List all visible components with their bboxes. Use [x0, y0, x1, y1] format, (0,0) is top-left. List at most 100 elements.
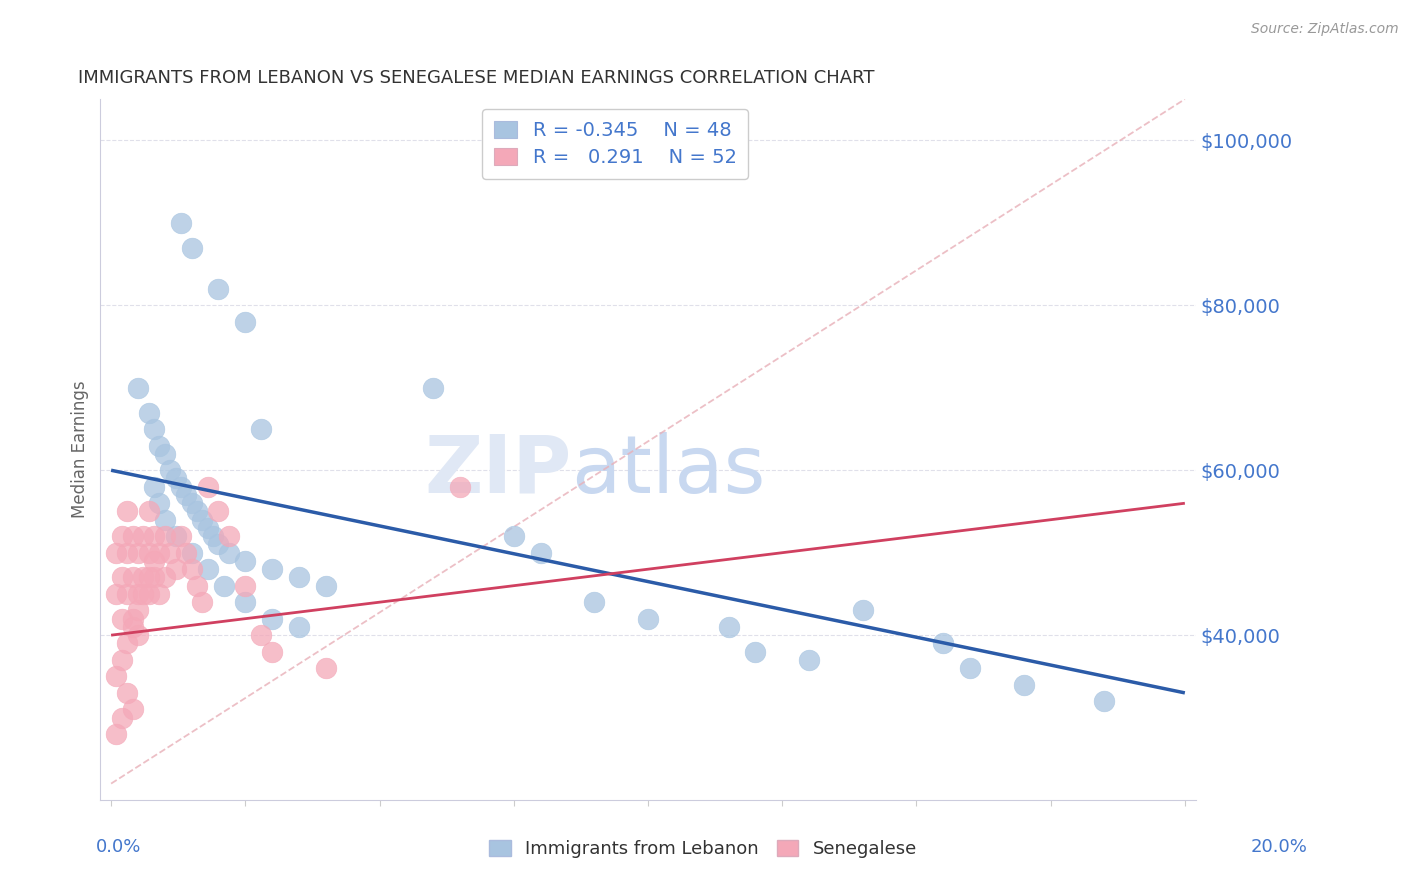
Point	[138, 587, 160, 601]
Legend: R = -0.345    N = 48, R =   0.291    N = 52: R = -0.345 N = 48, R = 0.291 N = 52	[482, 109, 748, 178]
Point	[422, 381, 444, 395]
Point	[262, 562, 284, 576]
Point	[191, 513, 214, 527]
Point	[197, 480, 219, 494]
Point	[127, 603, 149, 617]
Point	[115, 587, 138, 601]
Point	[111, 570, 134, 584]
Point	[127, 546, 149, 560]
Point	[288, 570, 311, 584]
Point	[180, 241, 202, 255]
Point	[111, 612, 134, 626]
Point	[138, 504, 160, 518]
Point	[111, 653, 134, 667]
Point	[121, 620, 143, 634]
Point	[148, 496, 170, 510]
Point	[717, 620, 740, 634]
Point	[315, 661, 337, 675]
Point	[180, 496, 202, 510]
Point	[121, 702, 143, 716]
Point	[233, 554, 256, 568]
Point	[262, 645, 284, 659]
Point	[250, 628, 273, 642]
Point	[148, 546, 170, 560]
Point	[138, 546, 160, 560]
Point	[153, 529, 176, 543]
Point	[218, 529, 240, 543]
Point	[165, 529, 187, 543]
Point	[262, 612, 284, 626]
Point	[797, 653, 820, 667]
Point	[212, 579, 235, 593]
Point	[105, 546, 128, 560]
Point	[105, 727, 128, 741]
Point	[105, 587, 128, 601]
Point	[143, 480, 166, 494]
Point	[143, 422, 166, 436]
Point	[153, 513, 176, 527]
Point	[115, 636, 138, 650]
Point	[186, 504, 208, 518]
Point	[148, 438, 170, 452]
Point	[127, 628, 149, 642]
Point	[207, 282, 229, 296]
Text: IMMIGRANTS FROM LEBANON VS SENEGALESE MEDIAN EARNINGS CORRELATION CHART: IMMIGRANTS FROM LEBANON VS SENEGALESE ME…	[79, 69, 875, 87]
Point	[233, 315, 256, 329]
Point	[1092, 694, 1115, 708]
Point	[115, 504, 138, 518]
Point	[138, 570, 160, 584]
Point	[250, 422, 273, 436]
Point	[449, 480, 471, 494]
Point	[174, 546, 197, 560]
Point	[191, 595, 214, 609]
Point	[637, 612, 659, 626]
Point	[932, 636, 955, 650]
Text: 0.0%: 0.0%	[96, 838, 141, 855]
Point	[180, 562, 202, 576]
Point	[115, 686, 138, 700]
Point	[153, 447, 176, 461]
Point	[165, 562, 187, 576]
Text: atlas: atlas	[571, 432, 766, 509]
Point	[127, 587, 149, 601]
Point	[959, 661, 981, 675]
Point	[744, 645, 766, 659]
Point	[138, 405, 160, 419]
Point	[111, 711, 134, 725]
Text: Source: ZipAtlas.com: Source: ZipAtlas.com	[1251, 22, 1399, 37]
Text: ZIP: ZIP	[425, 432, 571, 509]
Point	[170, 480, 193, 494]
Point	[148, 587, 170, 601]
Point	[315, 579, 337, 593]
Point	[132, 587, 155, 601]
Legend: Immigrants from Lebanon, Senegalese: Immigrants from Lebanon, Senegalese	[482, 832, 924, 865]
Point	[143, 554, 166, 568]
Point	[207, 537, 229, 551]
Point	[529, 546, 551, 560]
Point	[233, 579, 256, 593]
Point	[502, 529, 524, 543]
Point	[111, 529, 134, 543]
Point	[121, 612, 143, 626]
Point	[159, 463, 181, 477]
Point	[132, 570, 155, 584]
Point	[159, 546, 181, 560]
Text: 20.0%: 20.0%	[1251, 838, 1308, 855]
Point	[207, 504, 229, 518]
Point	[105, 669, 128, 683]
Point	[197, 562, 219, 576]
Point	[233, 595, 256, 609]
Point	[165, 471, 187, 485]
Point	[170, 216, 193, 230]
Point	[132, 529, 155, 543]
Point	[143, 529, 166, 543]
Point	[197, 521, 219, 535]
Y-axis label: Median Earnings: Median Earnings	[72, 381, 89, 518]
Point	[1012, 678, 1035, 692]
Point	[180, 546, 202, 560]
Point	[288, 620, 311, 634]
Point	[121, 570, 143, 584]
Point	[218, 546, 240, 560]
Point	[170, 529, 193, 543]
Point	[153, 570, 176, 584]
